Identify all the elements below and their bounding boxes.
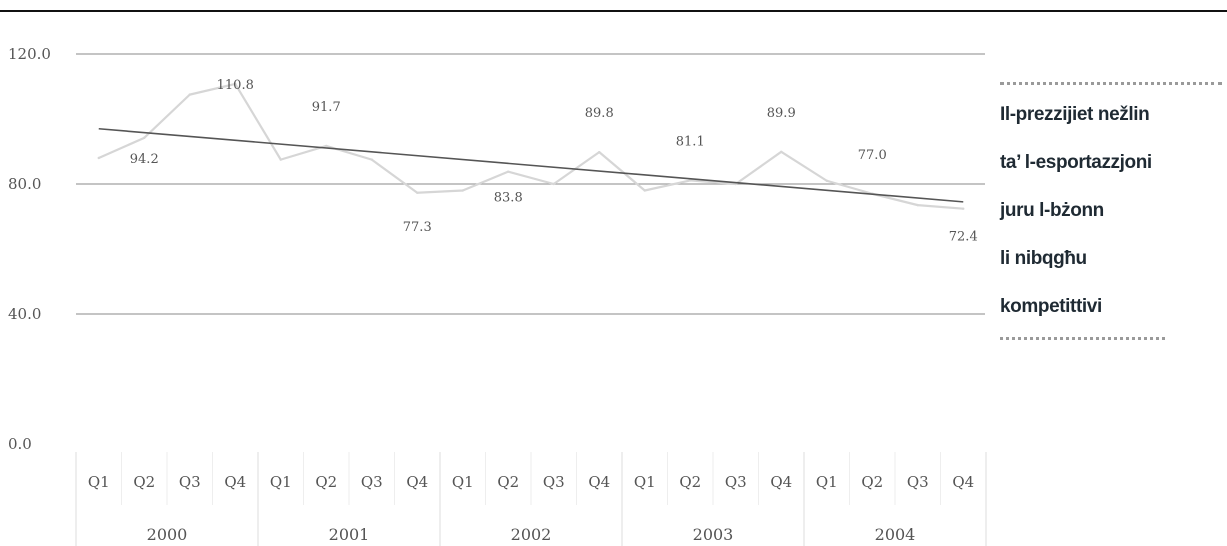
x-tick-label: Q3 [543, 473, 565, 491]
x-tick-label: Q2 [133, 473, 155, 491]
data-point [416, 191, 419, 194]
x-tick-label: Q4 [588, 473, 610, 491]
x-tick-label: Q2 [679, 473, 701, 491]
x-tick-label: Q2 [315, 473, 337, 491]
data-point [643, 189, 646, 192]
x-tick-label: Q3 [907, 473, 929, 491]
data-point [916, 203, 919, 207]
x-tick-label: Q2 [497, 473, 519, 491]
caption-text: Il-prezzijiet nežlin ta’ l-esportazzjoni… [1000, 91, 1222, 331]
data-point [234, 82, 237, 86]
year-label: 2003 [693, 525, 734, 544]
year-label: 2002 [511, 525, 552, 544]
data-point [143, 136, 146, 140]
data-label: 89.9 [767, 106, 796, 121]
data-point [325, 144, 328, 148]
caption-line: juru l-bżonn [1000, 200, 1104, 221]
year-label: 2001 [329, 525, 370, 544]
x-tick-label: Q2 [861, 473, 883, 491]
data-label: 77.0 [858, 148, 887, 163]
x-tick-label: Q4 [406, 473, 428, 491]
data-point [689, 179, 692, 182]
caption-dotted-rule-bottom [1000, 337, 1165, 340]
data-point [370, 158, 373, 161]
gridlines [76, 53, 985, 315]
x-tick-label: Q3 [725, 473, 747, 491]
y-tick-label: 40.0 [8, 305, 41, 323]
y-tick-label: 80.0 [8, 175, 41, 193]
x-tick-label: Q1 [816, 473, 838, 491]
caption-dotted-rule-top [1000, 82, 1222, 85]
y-axis: 120.0 80.0 40.0 0.0 [8, 45, 51, 453]
data-label: 89.8 [585, 106, 614, 121]
data-point [552, 182, 555, 186]
x-tick-label: Q4 [770, 473, 792, 491]
data-point [279, 158, 282, 161]
year-label: 2000 [147, 525, 188, 544]
x-axis: Q1 Q2 Q3 Q4 Q1 Q2 Q3 Q4 Q1 Q2 Q3 Q4 Q1 Q2 Q3 Q4 Q1 Q2 Q3 Q4… [75, 452, 987, 546]
data-label: 110.8 [217, 78, 254, 93]
x-tick-label: Q4 [224, 473, 246, 491]
data-label: 83.8 [494, 191, 523, 206]
x-tick-label: Q3 [179, 473, 201, 491]
x-tick-label: Q1 [270, 473, 292, 491]
data-label: 94.2 [130, 152, 159, 167]
caption-line: Il-prezzijiet nežlin [1000, 104, 1150, 125]
caption-box: Il-prezzijiet nežlin ta’ l-esportazzjoni… [1000, 82, 1222, 340]
caption-line: kompetittivi [1000, 296, 1102, 317]
data-labels: 94.2 110.8 91.7 77.3 83.8 89.8 81.1 89.9 77.0 72.… [130, 78, 978, 245]
data-point [461, 189, 464, 192]
data-label: 91.7 [312, 100, 341, 115]
x-tick-label: Q1 [88, 473, 110, 491]
top-rule [0, 10, 1227, 12]
data-label: 77.3 [403, 220, 432, 235]
x-tick-label: Q3 [361, 473, 383, 491]
y-tick-label: 0.0 [8, 435, 32, 453]
y-tick-label: 120.0 [8, 45, 51, 63]
data-label: 72.4 [949, 230, 978, 245]
data-point [598, 150, 601, 154]
data-point [507, 170, 510, 173]
data-point [962, 207, 965, 210]
year-label: 2004 [875, 525, 916, 544]
series-line [98, 82, 964, 210]
line-chart: 120.080.040.00.0 Q1 Q2 Q3 Q4 Q1 Q2 Q3 Q4 Q1 Q2 Q3 Q… [8, 45, 987, 546]
data-point [188, 93, 191, 96]
x-tick-label: Q1 [452, 473, 474, 491]
x-tick-label: Q4 [952, 473, 974, 491]
data-point [780, 150, 783, 154]
data-point [825, 179, 828, 182]
x-tick-label: Q1 [634, 473, 656, 491]
caption-line: ta’ l-esportazzjoni [1000, 152, 1152, 173]
trend-line [98, 127, 964, 203]
series-layer [97, 82, 965, 210]
caption-line: li nibqgħu [1000, 248, 1087, 269]
data-point [97, 156, 100, 160]
data-label: 81.1 [676, 134, 705, 149]
